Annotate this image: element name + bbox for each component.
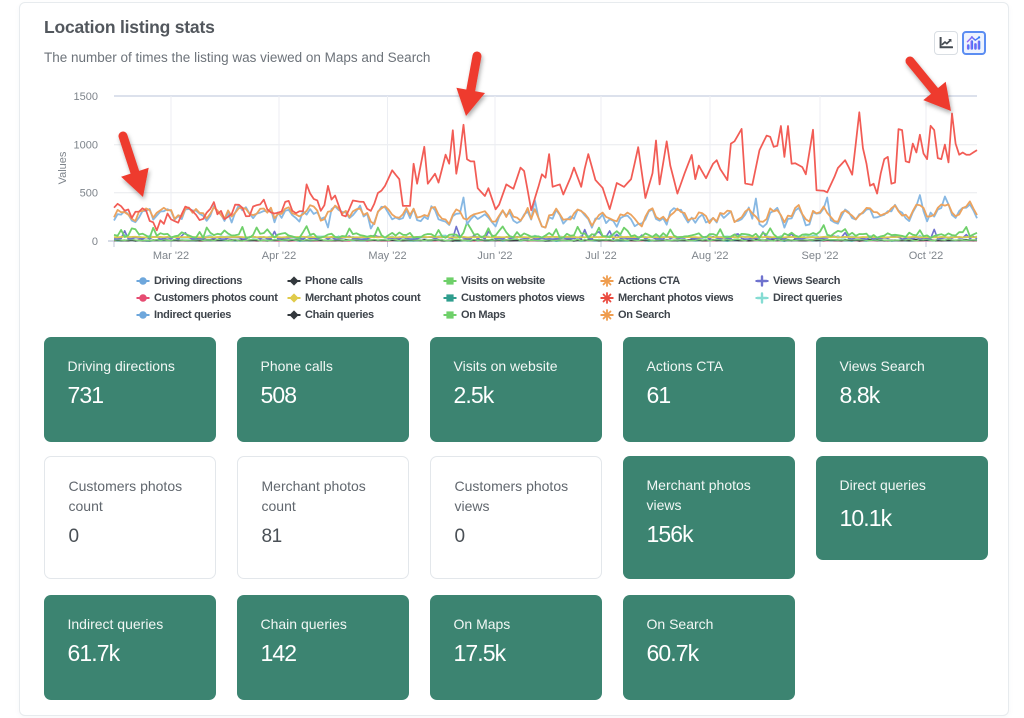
svg-text:Mar '22: Mar '22 [153, 250, 189, 262]
svg-text:Apr '22: Apr '22 [262, 250, 297, 262]
svg-text:0: 0 [92, 236, 98, 248]
svg-text:Sep '22: Sep '22 [802, 250, 839, 262]
svg-text:Aug '22: Aug '22 [692, 250, 729, 262]
svg-text:Jun '22: Jun '22 [477, 250, 512, 262]
svg-text:May '22: May '22 [368, 250, 406, 262]
svg-text:1000: 1000 [74, 140, 98, 152]
svg-text:1500: 1500 [74, 91, 98, 103]
svg-text:Values: Values [57, 151, 69, 184]
svg-text:500: 500 [80, 188, 98, 200]
svg-text:Jul '22: Jul '22 [585, 250, 616, 262]
svg-text:Oct '22: Oct '22 [909, 250, 944, 262]
